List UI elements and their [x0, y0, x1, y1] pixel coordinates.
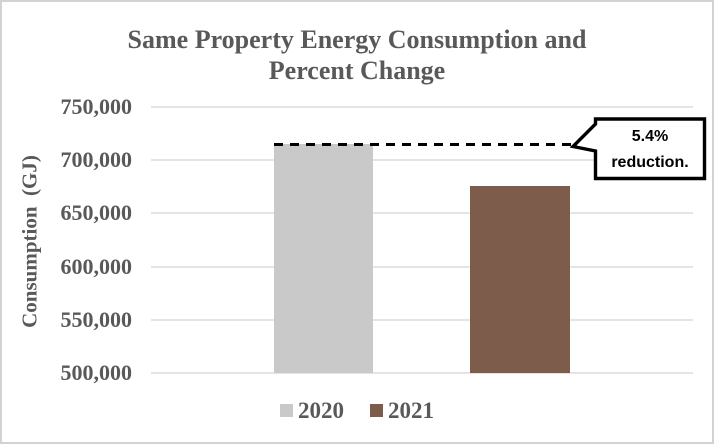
gridline-700,000 — [151, 159, 693, 162]
plot-area: 750,000 700,000 650,000 600,000 550,000 500,0… — [61, 94, 693, 385]
legend-swatch-2021 — [370, 404, 383, 417]
reduction-leader-dashed-line — [274, 142, 574, 146]
gridline-750,000 — [151, 106, 693, 108]
y-tick-label: 650,000 — [60, 200, 133, 226]
y-tick-label: 500,000 — [60, 360, 133, 385]
bar-2021 — [470, 185, 570, 373]
y-tick-label: 550,000 — [60, 306, 133, 332]
y-tick-label: 700,000 — [60, 147, 133, 173]
legend-label-2021: 2021 — [388, 398, 434, 423]
gridline-650,000 — [151, 212, 693, 215]
gridline-500,000 — [151, 372, 693, 374]
y-tick-label: 750,000 — [60, 94, 133, 119]
callout-text: 5.4% reduction. — [596, 121, 704, 179]
legend-label-2020: 2020 — [298, 398, 344, 423]
callout-line-1: 5.4% — [631, 128, 669, 145]
gridline-550,000 — [151, 318, 693, 321]
y-tick-label: 600,000 — [60, 253, 133, 279]
bar-2020 — [274, 144, 373, 373]
legend: 2020 2021 — [2, 399, 712, 422]
chart-title: Same Property Energy Consumption and Per… — [127, 25, 587, 85]
legend-item-2020: 2020 — [280, 399, 344, 422]
gridline-600,000 — [151, 265, 693, 268]
legend-swatch-2020 — [280, 404, 293, 417]
callout-line-2: reduction. — [611, 154, 689, 171]
legend-item-2021: 2021 — [370, 399, 434, 422]
